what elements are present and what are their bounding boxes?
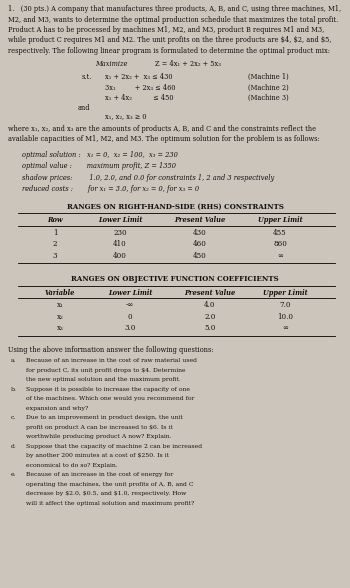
Text: the new optimal solution and the maximum profit.: the new optimal solution and the maximum… (26, 377, 181, 382)
Text: 450: 450 (193, 252, 207, 260)
Text: Upper Limit: Upper Limit (258, 216, 302, 225)
Text: ∞: ∞ (277, 252, 283, 260)
Text: expansion and why?: expansion and why? (26, 406, 88, 411)
Text: -∞: -∞ (126, 302, 134, 309)
Text: e.: e. (11, 472, 17, 477)
Text: 7.0: 7.0 (279, 302, 291, 309)
Text: x₃: x₃ (57, 325, 63, 332)
Text: worthwhile producing product A now? Explain.: worthwhile producing product A now? Expl… (26, 435, 172, 439)
Text: Lower Limit: Lower Limit (98, 216, 142, 225)
Text: 230: 230 (113, 229, 127, 237)
Text: Z = 4x₁ + 2x₂ + 5x₃: Z = 4x₁ + 2x₂ + 5x₃ (155, 61, 221, 68)
Text: 455: 455 (273, 229, 287, 237)
Text: for product C, its unit profit drops to $4. Determine: for product C, its unit profit drops to … (26, 368, 186, 373)
Text: 860: 860 (273, 240, 287, 248)
Text: (Machine 1): (Machine 1) (248, 73, 289, 81)
Text: Product A has to be processed by machines M1, M2, and M3, product B requires M1 : Product A has to be processed by machine… (8, 26, 324, 34)
Text: will it affect the optimal solution and maximum profit?: will it affect the optimal solution and … (26, 501, 194, 506)
Text: d.: d. (11, 444, 17, 449)
Text: 3.0: 3.0 (124, 325, 136, 332)
Text: 2: 2 (53, 240, 57, 248)
Text: (Machine 3): (Machine 3) (248, 94, 289, 102)
Text: respectively. The following linear program is formulated to determine the optima: respectively. The following linear progr… (8, 47, 330, 55)
Text: 400: 400 (113, 252, 127, 260)
Text: M2, and M3, wants to determine the optimal production schedule that maximizes th: M2, and M3, wants to determine the optim… (8, 15, 338, 24)
Text: x₁, x₂, x₃ ≥ 0: x₁, x₂, x₃ ≥ 0 (105, 112, 147, 121)
Text: reduced costs :       for x₁ = 3.0, for x₂ = 0, for x₃ = 0: reduced costs : for x₁ = 3.0, for x₂ = 0… (22, 185, 199, 193)
Text: operating the machines, the unit profits of A, B, and C: operating the machines, the unit profits… (26, 482, 194, 487)
Text: shadow prices:        1.0, 2.0, and 0.0 for constraints 1, 2 and 3 respectively: shadow prices: 1.0, 2.0, and 0.0 for con… (22, 174, 274, 182)
Text: Present Value: Present Value (174, 216, 226, 225)
Text: 5.0: 5.0 (204, 325, 216, 332)
Text: Upper Limit: Upper Limit (263, 289, 307, 297)
Text: a.: a. (11, 358, 16, 363)
Text: Because of an increase in the cost of energy for: Because of an increase in the cost of en… (26, 472, 173, 477)
Text: of the machines. Which one would you recommend for: of the machines. Which one would you rec… (26, 396, 194, 402)
Text: RANGES ON OBJECTIVE FUNCTION COEFFICIENTS: RANGES ON OBJECTIVE FUNCTION COEFFICIENT… (71, 275, 279, 283)
Text: Maximize: Maximize (95, 61, 127, 68)
Text: 410: 410 (113, 240, 127, 248)
Text: 3: 3 (53, 252, 57, 260)
Text: x₁ + 2x₂ +  x₃ ≤ 430: x₁ + 2x₂ + x₃ ≤ 430 (105, 73, 173, 81)
Text: RANGES ON RIGHT-HAND-SIDE (RHS) CONSTRAINTS: RANGES ON RIGHT-HAND-SIDE (RHS) CONSTRAI… (66, 203, 284, 211)
Text: Because of an increase in the cost of raw material used: Because of an increase in the cost of ra… (26, 358, 197, 363)
Text: 0: 0 (128, 313, 132, 321)
Text: 1.   (30 pts.) A company that manufactures three products, A, B, and C, using th: 1. (30 pts.) A company that manufactures… (8, 5, 341, 13)
Text: Lower Limit: Lower Limit (108, 289, 152, 297)
Text: 4.0: 4.0 (204, 302, 216, 309)
Text: Row: Row (47, 216, 63, 225)
Text: x₁: x₁ (57, 302, 63, 309)
Text: b.: b. (11, 387, 17, 392)
Text: 1: 1 (53, 229, 57, 237)
Text: Due to an improvement in product design, the unit: Due to an improvement in product design,… (26, 415, 183, 420)
Text: optimal solution :   x₁ = 0,  x₂ = 100,  x₃ = 230: optimal solution : x₁ = 0, x₂ = 100, x₃ … (22, 151, 178, 159)
Text: by another 200 minutes at a cost of $250. Is it: by another 200 minutes at a cost of $250… (26, 453, 169, 459)
Text: 460: 460 (193, 240, 207, 248)
Text: where x₁, x₂, and x₃ are the amounts of products A, B, and C and the constraints: where x₁, x₂, and x₃ are the amounts of … (8, 125, 316, 133)
Text: s.t.: s.t. (82, 73, 92, 81)
Text: c.: c. (11, 415, 16, 420)
Text: economical to do so? Explain.: economical to do so? Explain. (26, 463, 118, 468)
Text: 430: 430 (193, 229, 207, 237)
Text: while product C requires M1 and M2. The unit profits on the three products are $: while product C requires M1 and M2. The … (8, 36, 331, 45)
Text: and: and (78, 105, 91, 112)
Text: 3x₁         + 2x₃ ≤ 460: 3x₁ + 2x₃ ≤ 460 (105, 83, 175, 92)
Text: profit on product A can be increased to $6. Is it: profit on product A can be increased to … (26, 425, 173, 430)
Text: optimal value :       maximum profit, Z = 1350: optimal value : maximum profit, Z = 1350 (22, 162, 176, 171)
Text: Using the above information answer the following questions:: Using the above information answer the f… (8, 346, 214, 354)
Text: Present Value: Present Value (184, 289, 236, 297)
Text: Variable: Variable (45, 289, 75, 297)
Text: ∞: ∞ (282, 325, 288, 332)
Text: decrease by $2.0, $0.5, and $1.0, respectively. How: decrease by $2.0, $0.5, and $1.0, respec… (26, 492, 186, 496)
Text: x₂: x₂ (57, 313, 63, 321)
Text: 2.0: 2.0 (204, 313, 216, 321)
Text: x₁ + 4x₂          ≤ 450: x₁ + 4x₂ ≤ 450 (105, 94, 174, 102)
Text: available capacities of M1, M2, and M3. The optimum solution for the problem is : available capacities of M1, M2, and M3. … (8, 135, 320, 143)
Text: Suppose that the capacity of machine 2 can be increased: Suppose that the capacity of machine 2 c… (26, 444, 202, 449)
Text: 10.0: 10.0 (277, 313, 293, 321)
Text: (Machine 2): (Machine 2) (248, 83, 289, 92)
Text: Suppose it is possible to increase the capacity of one: Suppose it is possible to increase the c… (26, 387, 190, 392)
